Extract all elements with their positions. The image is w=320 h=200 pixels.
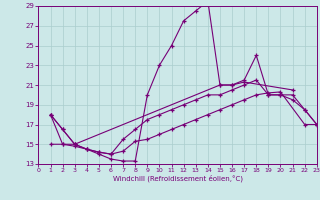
X-axis label: Windchill (Refroidissement éolien,°C): Windchill (Refroidissement éolien,°C) (113, 175, 243, 182)
